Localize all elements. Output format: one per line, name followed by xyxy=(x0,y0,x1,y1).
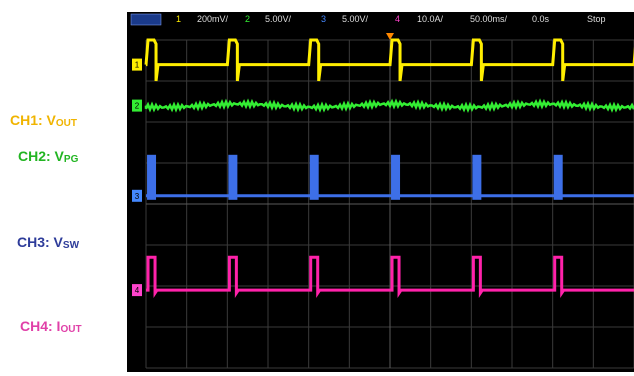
trace-ch1 xyxy=(144,38,634,82)
ch4-label-main: CH4: I xyxy=(20,318,61,334)
status-bar: 1 200mV/ 2 5.00V/ 3 5.00V/ 4 10.0A/ 50.0… xyxy=(130,13,606,26)
trace-ch3-burst xyxy=(147,154,157,200)
ch2-label-main: CH2: V xyxy=(18,148,64,164)
traces xyxy=(144,38,634,299)
ch1-num: 1 xyxy=(176,14,181,24)
ch3-label: CH3: VSW xyxy=(17,234,79,251)
channel-markers: 1 2 3 4 xyxy=(132,58,142,297)
ch2-label: CH2: VPG xyxy=(18,148,78,165)
trace-ch3-burst xyxy=(391,154,401,200)
ch2-marker[interactable]: 2 xyxy=(132,99,142,112)
trace-ch3-burst xyxy=(553,154,563,200)
oscilloscope-screen: 1 200mV/ 2 5.00V/ 3 5.00V/ 4 10.0A/ 50.0… xyxy=(127,12,634,372)
trace-ch2 xyxy=(144,98,634,113)
delay: 0.0s xyxy=(532,14,550,24)
ch4-marker-box xyxy=(132,284,142,297)
trigger-position-marker xyxy=(386,33,394,40)
ch4-label-sub: OUT xyxy=(60,324,82,335)
ch3-label-main: CH3: V xyxy=(17,234,63,250)
trace-ch4 xyxy=(146,255,634,299)
grid xyxy=(145,39,634,369)
ch3-scale: 5.00V/ xyxy=(342,14,369,24)
ch1-marker-box xyxy=(132,58,142,71)
trace-ch3-burst xyxy=(228,154,238,200)
ch3-marker[interactable]: 3 xyxy=(132,189,142,202)
ch2-marker-num: 2 xyxy=(135,102,140,111)
ch1-marker-num: 1 xyxy=(135,61,140,70)
ch3-marker-num: 3 xyxy=(135,192,140,201)
trace-ch3-burst xyxy=(472,154,482,200)
ch2-label-sub: PG xyxy=(63,154,79,165)
ch4-label: CH4: IOUT xyxy=(20,318,82,335)
ch3-label-sub: SW xyxy=(62,240,80,251)
ch1-label: CH1: VOUT xyxy=(10,112,77,129)
ch2-scale: 5.00V/ xyxy=(265,14,292,24)
ch2-marker-box xyxy=(132,99,142,112)
ch4-marker[interactable]: 4 xyxy=(132,284,142,297)
run-state: Stop xyxy=(587,14,606,24)
ch1-marker[interactable]: 1 xyxy=(132,58,142,71)
ch4-scale: 10.0A/ xyxy=(417,14,444,24)
screen-background xyxy=(127,12,634,372)
ch1-label-main: CH1: V xyxy=(10,112,56,128)
ch4-num: 4 xyxy=(395,14,400,24)
ch2-num: 2 xyxy=(245,14,250,24)
ch1-scale: 200mV/ xyxy=(197,14,229,24)
mode-box xyxy=(130,13,162,26)
ch1-label-sub: OUT xyxy=(55,118,78,129)
timebase: 50.00ms/ xyxy=(470,14,508,24)
ch3-marker-box xyxy=(132,189,142,202)
ch3-num: 3 xyxy=(321,14,326,24)
trace-ch3-burst xyxy=(309,154,319,200)
ch4-marker-num: 4 xyxy=(135,286,140,295)
